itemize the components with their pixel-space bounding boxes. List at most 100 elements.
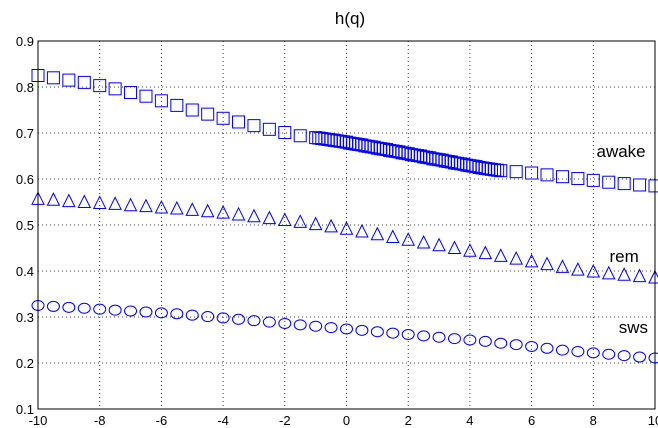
awake-point (278, 126, 292, 140)
rem-point (648, 269, 658, 284)
awake-point (602, 175, 616, 189)
rem-point (355, 223, 369, 238)
y-tick-label: 0.8 (16, 80, 34, 95)
rem-point (401, 232, 416, 246)
rem-point (77, 194, 92, 209)
series-label-awake: awake (596, 142, 645, 161)
rem-point (277, 212, 292, 226)
sws-point (216, 312, 230, 324)
y-tick-label: 0.5 (16, 218, 34, 233)
rem-point (293, 214, 308, 228)
rem-point (308, 216, 323, 231)
rem-point (555, 259, 570, 273)
sws-point (478, 335, 492, 347)
sws-point (617, 350, 631, 362)
awake-point (216, 111, 230, 125)
rem-point (478, 245, 493, 260)
sws-point (463, 334, 477, 346)
sws-point (540, 342, 554, 354)
sws-point (648, 352, 658, 364)
awake-point (108, 82, 122, 96)
awake-point (185, 103, 199, 117)
y-tick-label: 0.3 (16, 310, 34, 325)
rem-point (200, 203, 215, 218)
rem-point (617, 267, 631, 281)
sws-point (602, 348, 616, 360)
sws-point (185, 309, 199, 321)
awake-point (555, 170, 569, 184)
rem-point (447, 240, 462, 255)
sws-point (170, 308, 184, 320)
awake-point (139, 89, 153, 103)
x-tick-label: -10 (29, 413, 48, 428)
sws-point (525, 340, 539, 352)
x-tick-label: 0 (343, 413, 350, 428)
rem-point (370, 226, 385, 241)
grid-lines (38, 41, 655, 409)
x-tick-label: 6 (528, 413, 535, 428)
y-tick-label: 0.9 (16, 34, 34, 49)
sws-point (77, 302, 91, 314)
sws-point (108, 304, 122, 316)
awake-point (293, 129, 307, 143)
x-tick-label: 4 (466, 413, 473, 428)
rem-point (601, 265, 616, 280)
awake-point (494, 164, 508, 178)
x-tick-label: -2 (279, 413, 291, 428)
rem-point (385, 229, 400, 243)
rem-point (324, 218, 338, 233)
series-labels: awake rem sws (596, 142, 648, 337)
y-tick-label: 0.7 (16, 126, 34, 141)
sws-point (154, 307, 168, 319)
awake-point (509, 165, 523, 179)
x-tick-label: -4 (217, 413, 229, 428)
rem-point (154, 199, 169, 214)
x-tick-label: -8 (94, 413, 106, 428)
awake-point (648, 179, 658, 193)
plot-frame (37, 40, 656, 410)
rem-point (231, 206, 246, 221)
awake-point (633, 178, 647, 192)
sws-point (571, 346, 585, 357)
rem-point (92, 195, 107, 209)
rem-point (509, 251, 523, 265)
x-tick-label: 2 (405, 413, 412, 428)
sws-point (201, 311, 215, 323)
rem-point (108, 196, 122, 210)
sws-point (262, 316, 276, 328)
rem-point (463, 243, 477, 257)
y-tick-label: 0.4 (16, 264, 34, 279)
sws-point (232, 313, 246, 325)
awake-point (170, 98, 184, 112)
awake-point (93, 79, 107, 93)
rem-point (524, 253, 539, 268)
rem-point (493, 248, 508, 262)
awake-point (46, 71, 60, 85)
sws-point (46, 300, 60, 312)
sws-point (309, 320, 323, 332)
sws-point (401, 328, 415, 340)
rem-point (632, 268, 647, 283)
awake-point (540, 168, 554, 182)
rem-point (262, 210, 277, 225)
rem-point (139, 198, 153, 213)
sws-point (494, 337, 508, 349)
awake-point (62, 73, 76, 87)
rem-point (540, 256, 554, 271)
y-tick-label: 0.1 (16, 402, 34, 417)
series-markers (31, 69, 658, 364)
sws-point (340, 323, 353, 335)
sws-point (555, 344, 569, 356)
awake-point (124, 86, 138, 100)
rem-point (185, 202, 200, 216)
sws-point (139, 306, 153, 318)
sws-point (324, 322, 338, 334)
awake-point (617, 177, 631, 191)
awake-point (201, 107, 215, 121)
y-tick-label: 0.2 (16, 356, 34, 371)
sws-point (447, 333, 461, 345)
rem-point (46, 192, 61, 206)
awake-point (571, 172, 585, 186)
series-label-sws: sws (619, 318, 648, 337)
rem-point (432, 237, 446, 252)
